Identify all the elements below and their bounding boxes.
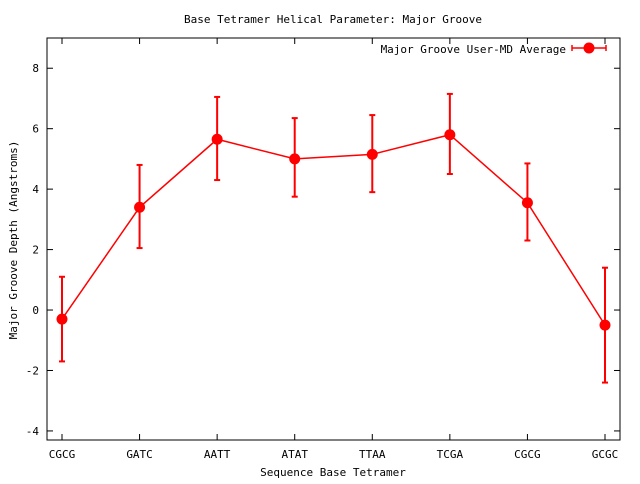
y-tick-label: -4 xyxy=(26,425,40,438)
chart-title: Base Tetramer Helical Parameter: Major G… xyxy=(184,13,482,26)
x-tick-label: CGCG xyxy=(514,448,541,461)
x-axis-label: Sequence Base Tetramer xyxy=(260,466,406,479)
data-point xyxy=(211,133,223,145)
y-axis-label: Major Groove Depth (Angstroms) xyxy=(7,141,20,340)
x-axis: CGCG GATC AATT ATAT TTAA TCGA CGCG GCGC xyxy=(49,38,619,461)
data-point xyxy=(521,197,533,209)
data-series xyxy=(56,92,611,384)
legend: Major Groove User-MD Average xyxy=(381,42,607,56)
x-tick-label: CGCG xyxy=(49,448,76,461)
data-point xyxy=(289,153,301,165)
plot-frame xyxy=(46,37,621,441)
y-tick-label: 2 xyxy=(32,244,39,257)
x-tick-label: AATT xyxy=(204,448,231,461)
x-tick-label: GATC xyxy=(126,448,153,461)
x-tick-label: GCGC xyxy=(592,448,619,461)
x-tick-label: TTAA xyxy=(359,448,386,461)
series-line xyxy=(61,133,606,326)
legend-label: Major Groove User-MD Average xyxy=(381,43,566,56)
data-point xyxy=(56,313,68,325)
x-tick-label: TCGA xyxy=(437,448,464,461)
y-tick-label: 6 xyxy=(32,123,39,136)
data-point xyxy=(366,148,378,160)
x-tick-label: ATAT xyxy=(281,448,308,461)
y-tick-label: -2 xyxy=(26,364,39,377)
data-point xyxy=(444,129,456,141)
y-tick-label: 4 xyxy=(32,183,39,196)
y-tick-label: 0 xyxy=(32,304,39,317)
legend-marker xyxy=(583,42,595,54)
data-point xyxy=(134,201,146,213)
y-axis: -4 -2 0 2 4 6 8 xyxy=(26,62,620,438)
y-tick-label: 8 xyxy=(32,62,39,75)
data-point xyxy=(599,319,611,331)
